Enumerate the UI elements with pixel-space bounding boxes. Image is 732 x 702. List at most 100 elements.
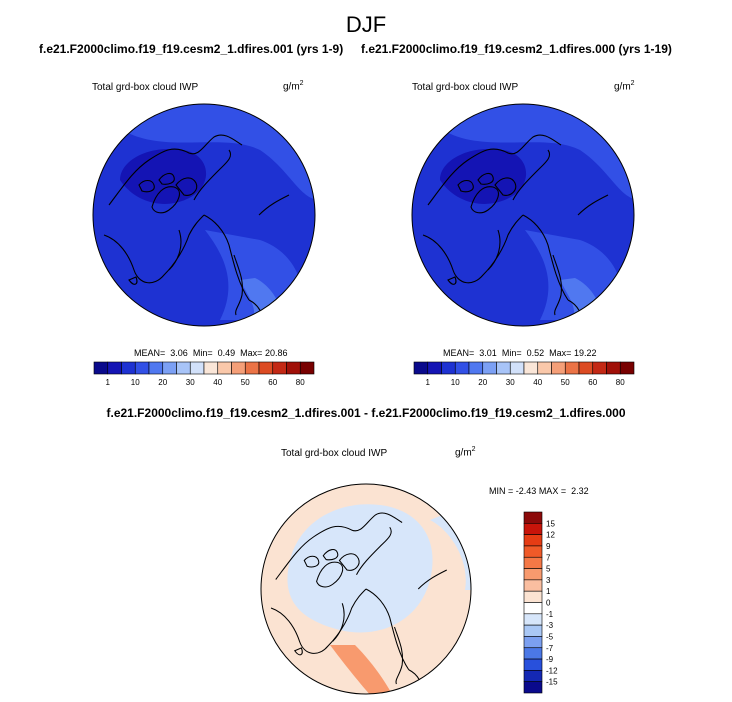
panel-2-colorbar-tick-label: 80 [616, 378, 625, 387]
panel-1-variable-label: Total grd-box cloud IWP [92, 82, 199, 93]
panel-2-colorbar-swatch [496, 361, 511, 375]
panel-2-map [411, 103, 635, 327]
panel-1-colorbar-swatch [203, 361, 219, 375]
panel-2-colorbar-swatch [454, 361, 470, 375]
diff-colorbar-tick-label: -12 [546, 666, 558, 675]
panel-1-map [92, 103, 316, 327]
panel-1-colorbar-tick-label: 60 [268, 378, 277, 387]
diff-colorbar-tick-label: 0 [546, 599, 551, 608]
panel-2-map-border [411, 103, 635, 327]
figure-title: DJF [345, 12, 387, 37]
panel-1-colorbar-tick-label: 40 [213, 378, 222, 387]
panel-2-colorbar-swatch [427, 361, 442, 375]
panel-2-colorbar-swatch [468, 361, 484, 375]
panel-2-colorbar: 1 10 20 30 40 50 60 80 [413, 361, 635, 387]
panel-1-colorbar-swatch [272, 361, 287, 375]
panel-2-colorbar-swatch [606, 361, 621, 375]
panel-1-map-border [92, 103, 316, 327]
diff-panel-title: f.e21.F2000climo.f19_f19.cesm2_1.dfires.… [106, 406, 626, 420]
panel-2-colorbar-swatch [551, 361, 566, 375]
panel-1-colorbar-swatch [189, 361, 205, 375]
panel-1-colorbar-swatch [258, 361, 274, 375]
diff-colorbar-swatch [523, 658, 543, 671]
panel-1-colorbar-tick-label: 30 [186, 378, 195, 387]
panel-2-colorbar-tick-label: 10 [451, 378, 460, 387]
panel-2-colorbar-swatch [619, 361, 635, 375]
diff-colorbar-tick-label: 12 [546, 531, 555, 540]
panel-2-contour-low [440, 149, 527, 204]
diff-colorbar-swatch [523, 613, 543, 626]
diff-colorbar-tick-label: 7 [546, 553, 551, 562]
diff-colorbar-swatch [523, 523, 543, 535]
panel-1-colorbar-tick-label: 80 [296, 378, 305, 387]
panel-1-colorbar-tick-label: 10 [131, 378, 140, 387]
panel-2-colorbar-swatch [482, 361, 497, 375]
panel-2-variable-label: Total grd-box cloud IWP [412, 82, 519, 93]
diff-colorbar-swatch [523, 545, 543, 558]
panel-2-colorbar-tick-label: 60 [588, 378, 597, 387]
diff-colorbar-tick-label: 1 [546, 587, 551, 596]
panel-1-stats: MEAN= 3.06 Min= 0.49 Max= 20.86 [134, 348, 288, 358]
panel-1-colorbar-tick-label: 50 [241, 378, 250, 387]
diff-colorbar-tick-label: 15 [546, 519, 555, 528]
diff-variable-label: Total grd-box cloud IWP [281, 448, 388, 459]
panel-2-colorbar-tick-label: 50 [561, 378, 570, 387]
panel-1-colorbar: 1 10 20 30 40 50 60 80 [93, 361, 315, 387]
diff-colorbar-swatch [523, 590, 543, 603]
diff-units: g/m2 [455, 446, 476, 459]
panel-1-colorbar-swatch [217, 361, 232, 375]
panel-2-colorbar-swatch [578, 361, 594, 375]
panel-1-colorbar-swatch [299, 361, 315, 375]
diff-colorbar-swatch [523, 556, 543, 569]
panel-1-units: g/m2 [283, 80, 304, 93]
panel-2-colorbar-tick-label: 40 [533, 378, 542, 387]
panel-1-colorbar-swatch [121, 361, 136, 375]
diff-colorbar-swatch [523, 636, 543, 649]
panel-2-colorbar-swatch [523, 361, 539, 375]
diff-colorbar-swatch [523, 681, 543, 694]
panel-2-colorbar-swatch [537, 361, 552, 375]
panel-2-stats: MEAN= 3.01 Min= 0.52 Max= 19.22 [443, 348, 597, 358]
panel-1-colorbar-swatch [162, 361, 177, 375]
panel-1-colorbar-tick-label: 1 [106, 378, 111, 387]
diff-colorbar-swatch [523, 579, 543, 592]
diff-colorbar-tick-label: 9 [546, 542, 551, 551]
panel-1-contour-high [100, 104, 315, 200]
panel-2-contour-high [420, 104, 634, 200]
panel-1-colorbar-swatch [148, 361, 164, 375]
panel-2-units: g/m2 [614, 80, 635, 93]
diff-colorbar-tick-label: 3 [546, 576, 551, 585]
panel-1-colorbar-swatch [107, 361, 122, 375]
diff-colorbar-tick-label: -1 [546, 610, 554, 619]
panel-2-colorbar-swatch [413, 361, 429, 375]
diff-contour-positive [330, 645, 395, 694]
panel-1-colorbar-swatch [231, 361, 246, 375]
panel-1-title: f.e21.F2000climo.f19_f19.cesm2_1.dfires.… [39, 42, 344, 56]
diff-colorbar-tick-label: -15 [546, 678, 558, 687]
diff-colorbar-swatch [523, 670, 543, 682]
panel-1-colorbar-swatch [286, 361, 301, 375]
diff-colorbar: 15 12 9 7 5 3 1 0 -1 -3 -5 -7 -9 -12 -15 [523, 511, 558, 694]
panel-2-colorbar-tick-label: 1 [426, 378, 431, 387]
diff-colorbar-swatch [523, 624, 543, 637]
diff-colorbar-swatch [523, 602, 543, 615]
diff-map-border [260, 483, 472, 695]
diff-map [260, 483, 472, 695]
diff-colorbar-tick-label: 5 [546, 565, 551, 574]
panel-2-colorbar-tick-label: 30 [506, 378, 515, 387]
diff-colorbar-tick-label: -5 [546, 632, 554, 641]
panel-2-colorbar-swatch [509, 361, 525, 375]
diff-colorbar-tick-label: -9 [546, 655, 554, 664]
diff-stats: MIN = -2.43 MAX = 2.32 [489, 486, 589, 496]
diff-colorbar-tick-label: -7 [546, 644, 554, 653]
panel-2-title: f.e21.F2000climo.f19_f19.cesm2_1.dfires.… [361, 42, 672, 56]
panel-1-colorbar-swatch [244, 361, 260, 375]
panel-1-colorbar-swatch [134, 361, 150, 375]
panel-1-colorbar-swatch [176, 361, 191, 375]
panel-2-colorbar-swatch [441, 361, 456, 375]
panel-2-colorbar-tick-label: 20 [478, 378, 487, 387]
diff-colorbar-swatch [523, 511, 543, 524]
panel-1-colorbar-tick-label: 20 [158, 378, 167, 387]
diff-colorbar-swatch [523, 647, 543, 660]
